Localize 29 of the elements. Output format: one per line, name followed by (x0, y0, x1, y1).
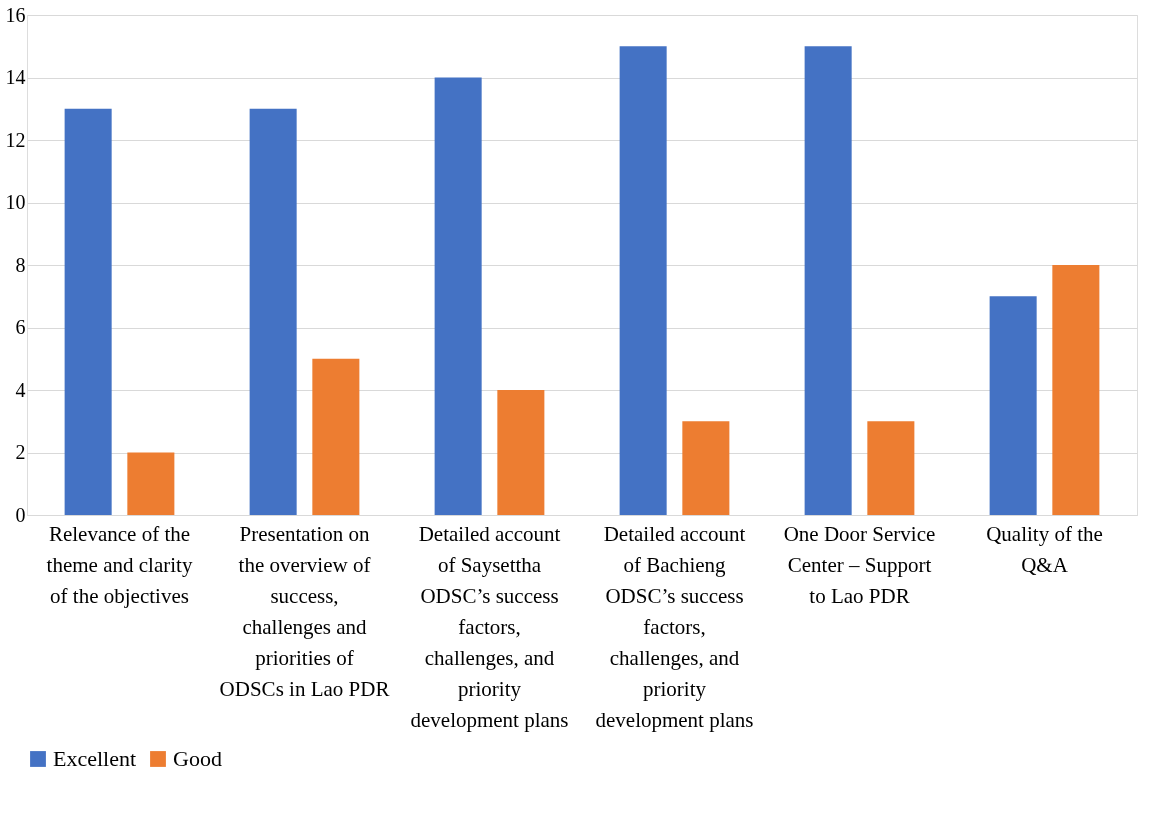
x-tick-label: One Door Service Center – Support to Lao PDR (783, 521, 936, 608)
legend-label: Excellent (53, 746, 137, 771)
y-tick-label: 6 (15, 316, 26, 338)
y-tick-label: 2 (15, 441, 26, 463)
bar (312, 358, 360, 515)
y-tick-label: 4 (15, 378, 26, 401)
x-tick-label: Relevance of the theme and clarity of the objectives (46, 521, 193, 608)
bar (867, 421, 915, 515)
y-tick-label: 16 (5, 3, 26, 26)
bar (127, 452, 175, 515)
x-tick-label: Quality of the Q&A (986, 521, 1103, 577)
bar (682, 421, 730, 515)
y-tick-label: 10 (5, 191, 26, 213)
bar (804, 46, 852, 515)
legend-label: Good (173, 746, 222, 771)
y-tick-label: 0 (15, 503, 26, 526)
x-tick-label: Presentation on the overview of success, challenges and priorities of ODSCs in Lao PDR (219, 521, 390, 701)
bar (249, 108, 297, 515)
x-tick-label: Detailed account of Bachieng ODSC’s success factors, challenges, and priority development plans (595, 521, 754, 732)
bar (64, 108, 112, 515)
bar (619, 46, 667, 515)
bar (989, 296, 1037, 515)
y-tick-label: 8 (15, 253, 26, 276)
bar (1052, 265, 1100, 515)
x-tick-label: Detailed account of Saysettha ODSC’s success factors, challenges, and priority development plans (410, 521, 569, 732)
bar (434, 77, 482, 515)
bar (497, 390, 545, 515)
y-tick-label: 12 (5, 128, 26, 151)
y-tick-label: 14 (5, 66, 26, 88)
